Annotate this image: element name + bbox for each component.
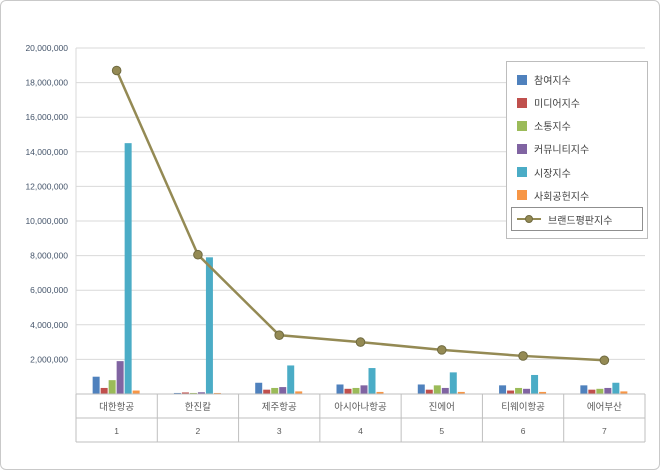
legend-item-5: 시장지수: [517, 161, 637, 183]
svg-text:아시아나항공: 아시아나항공: [334, 402, 387, 413]
svg-text:20,000,000: 20,000,000: [25, 43, 68, 53]
bar-커뮤니티지수-아시아나항공: [360, 385, 368, 394]
legend-label: 소통지수: [534, 122, 571, 134]
svg-text:4: 4: [358, 426, 363, 436]
bar-시장지수-대한항공: [124, 143, 132, 394]
bar-소통지수-진에어: [433, 385, 441, 394]
bar-소통지수-한진칼: [189, 392, 197, 394]
marker-브랜드평판지수-아시아나항공: [355, 337, 366, 347]
bar-참여지수-아시아나항공: [336, 384, 344, 394]
svg-text:한진칼: 한진칼: [185, 402, 211, 413]
bar-소통지수-티웨이항공: [515, 387, 523, 394]
bar-참여지수-제주항공: [255, 382, 263, 394]
bar-시장지수-티웨이항공: [531, 374, 539, 394]
svg-text:진에어: 진에어: [429, 402, 455, 413]
svg-text:제주항공: 제주항공: [262, 402, 297, 413]
svg-text:16,000,000: 16,000,000: [25, 112, 68, 122]
bar-미디어지수-에어부산: [588, 389, 596, 394]
bar-소통지수-아시아나항공: [352, 387, 360, 394]
bar-사회공헌지수-대한항공: [132, 390, 140, 394]
bar-시장지수-에어부산: [612, 382, 620, 394]
legend-item-1: 참여지수: [517, 69, 637, 91]
bar-시장지수-제주항공: [287, 365, 295, 394]
svg-text:10,000,000: 10,000,000: [25, 216, 68, 226]
legend-label: 미디어지수: [534, 99, 580, 111]
marker-브랜드평판지수-대한항공: [111, 65, 122, 76]
legend-line-marker-icon: [517, 214, 541, 224]
bar-커뮤니티지수-제주항공: [279, 387, 287, 394]
legend-swatch-icon: [517, 190, 527, 201]
bar-소통지수-대한항공: [108, 380, 116, 394]
bar-참여지수-한진칼: [173, 392, 181, 394]
marker-브랜드평판지수-티웨이항공: [518, 351, 528, 361]
bar-사회공헌지수-아시아나항공: [376, 391, 384, 394]
bar-사회공헌지수-진에어: [457, 391, 465, 394]
legend-label: 브랜드평판지수: [548, 215, 613, 227]
bar-미디어지수-제주항공: [263, 389, 271, 394]
legend-swatch-icon: [517, 74, 527, 85]
svg-text:4,000,000: 4,000,000: [30, 320, 68, 330]
legend-swatch-icon: [517, 120, 527, 131]
bar-커뮤니티지수-한진칼: [197, 392, 205, 394]
legend-swatch-icon: [517, 143, 527, 154]
marker-브랜드평판지수-한진칼: [193, 249, 203, 260]
legend-item-3: 소통지수: [517, 115, 637, 137]
bar-미디어지수-티웨이항공: [507, 390, 515, 394]
legend-item-6: 사회공헌지수: [517, 184, 637, 206]
svg-text:5: 5: [439, 426, 444, 436]
bar-시장지수-아시아나항공: [368, 368, 376, 394]
bar-미디어지수-아시아나항공: [344, 388, 352, 394]
bar-소통지수-에어부산: [596, 388, 604, 394]
svg-text:8,000,000: 8,000,000: [30, 251, 68, 261]
bar-참여지수-에어부산: [580, 385, 588, 394]
legend-item-2: 미디어지수: [517, 92, 637, 114]
bar-커뮤니티지수-진에어: [441, 387, 449, 394]
bar-참여지수-티웨이항공: [499, 385, 507, 394]
svg-text:2,000,000: 2,000,000: [30, 354, 68, 364]
bar-소통지수-제주항공: [271, 387, 279, 394]
bar-커뮤니티지수-에어부산: [604, 387, 612, 394]
svg-text:대한항공: 대한항공: [99, 402, 134, 413]
bar-사회공헌지수-한진칼: [213, 392, 221, 394]
svg-text:18,000,000: 18,000,000: [25, 78, 68, 88]
svg-text:12,000,000: 12,000,000: [25, 181, 68, 191]
svg-text:1: 1: [114, 426, 119, 436]
bar-미디어지수-한진칼: [181, 392, 189, 394]
legend-label: 시장지수: [534, 168, 571, 180]
legend-label: 참여지수: [534, 76, 571, 88]
legend-swatch-icon: [517, 97, 527, 108]
bar-커뮤니티지수-티웨이항공: [523, 388, 531, 394]
svg-text:에어부산: 에어부산: [587, 402, 622, 413]
legend-item-4: 커뮤니티지수: [517, 138, 637, 160]
bar-사회공헌지수-제주항공: [295, 391, 303, 394]
svg-text:티웨이항공: 티웨이항공: [501, 401, 545, 413]
bar-커뮤니티지수-대한항공: [116, 361, 124, 394]
marker-브랜드평판지수-에어부산: [599, 355, 610, 366]
bar-사회공헌지수-티웨이항공: [539, 391, 547, 394]
svg-text:6: 6: [521, 426, 526, 436]
legend-swatch-icon: [517, 167, 527, 178]
legend-label: 커뮤니티지수: [534, 145, 590, 157]
svg-text:2: 2: [196, 426, 201, 436]
svg-text:6,000,000: 6,000,000: [30, 285, 68, 295]
bar-미디어지수-진에어: [425, 389, 433, 394]
bar-참여지수-진에어: [417, 384, 425, 394]
legend-label: 사회공헌지수: [534, 191, 590, 203]
svg-text:3: 3: [277, 426, 282, 436]
bar-참여지수-대한항공: [92, 376, 100, 394]
bar-시장지수-한진칼: [205, 257, 213, 394]
bar-사회공헌지수-에어부산: [620, 391, 628, 394]
marker-브랜드평판지수-제주항공: [274, 330, 285, 340]
svg-text:7: 7: [602, 426, 607, 436]
marker-브랜드평판지수-진에어: [436, 345, 447, 355]
svg-text:14,000,000: 14,000,000: [25, 147, 68, 157]
bar-미디어지수-대한항공: [100, 387, 108, 394]
bar-시장지수-진에어: [449, 372, 457, 394]
legend-item-7: 브랜드평판지수: [511, 207, 643, 232]
